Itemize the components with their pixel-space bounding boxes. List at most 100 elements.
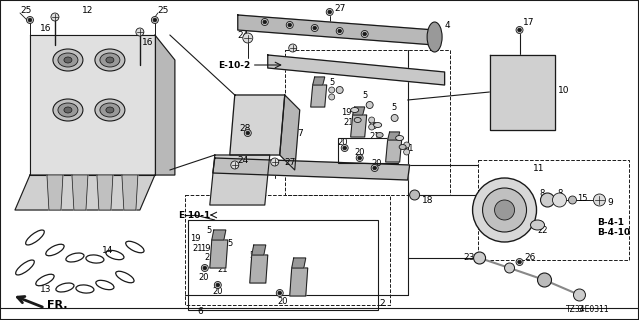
- Ellipse shape: [552, 193, 566, 207]
- Text: 25: 25: [20, 5, 31, 14]
- Ellipse shape: [64, 57, 72, 63]
- Ellipse shape: [427, 22, 442, 52]
- Text: 20: 20: [199, 274, 209, 283]
- Polygon shape: [72, 175, 88, 210]
- Circle shape: [404, 149, 410, 155]
- Circle shape: [288, 23, 292, 27]
- Text: 28: 28: [240, 124, 251, 132]
- Text: 25: 25: [158, 5, 169, 14]
- Ellipse shape: [541, 193, 554, 207]
- Polygon shape: [210, 240, 228, 268]
- Circle shape: [313, 26, 317, 30]
- Circle shape: [271, 158, 279, 166]
- Circle shape: [231, 161, 239, 169]
- Circle shape: [136, 28, 144, 36]
- Text: 19: 19: [213, 255, 223, 265]
- Text: 19: 19: [367, 122, 377, 131]
- Circle shape: [51, 13, 59, 21]
- Polygon shape: [15, 175, 155, 210]
- Circle shape: [329, 87, 335, 93]
- Ellipse shape: [531, 220, 545, 230]
- Ellipse shape: [106, 57, 114, 63]
- Circle shape: [276, 290, 284, 297]
- Ellipse shape: [64, 107, 72, 113]
- Polygon shape: [250, 255, 268, 283]
- Text: 19: 19: [340, 108, 351, 116]
- Text: 5: 5: [207, 226, 212, 235]
- Circle shape: [203, 266, 207, 270]
- Circle shape: [338, 29, 342, 33]
- Text: 19: 19: [390, 135, 400, 145]
- Ellipse shape: [53, 49, 83, 71]
- Text: 18: 18: [422, 196, 433, 204]
- Circle shape: [361, 30, 368, 37]
- Text: 3: 3: [577, 306, 583, 315]
- Text: 21: 21: [344, 117, 354, 126]
- Text: TZ34E0311: TZ34E0311: [566, 305, 609, 314]
- Text: B-4-1: B-4-1: [598, 218, 625, 227]
- Circle shape: [214, 282, 221, 289]
- Text: 1: 1: [410, 190, 415, 199]
- Polygon shape: [351, 115, 367, 137]
- Polygon shape: [252, 245, 266, 255]
- Bar: [338, 138, 397, 163]
- Ellipse shape: [396, 135, 404, 140]
- Text: 15: 15: [577, 194, 588, 203]
- Circle shape: [329, 94, 335, 100]
- Text: FR.: FR.: [47, 300, 67, 310]
- Text: 23: 23: [463, 253, 475, 262]
- Text: 11: 11: [532, 164, 544, 172]
- Circle shape: [404, 142, 410, 148]
- Circle shape: [153, 18, 157, 22]
- Polygon shape: [353, 107, 365, 115]
- Circle shape: [366, 101, 373, 108]
- Circle shape: [289, 44, 297, 52]
- Text: 27: 27: [285, 157, 296, 166]
- Circle shape: [216, 283, 220, 287]
- Text: 12: 12: [82, 5, 93, 14]
- Text: 6: 6: [198, 308, 204, 316]
- Circle shape: [26, 17, 33, 23]
- Text: 21: 21: [218, 266, 228, 275]
- Circle shape: [358, 156, 362, 160]
- Circle shape: [152, 17, 158, 23]
- Text: 21: 21: [370, 132, 380, 140]
- Polygon shape: [155, 35, 175, 175]
- Text: 5: 5: [330, 77, 335, 86]
- Circle shape: [573, 289, 586, 301]
- Polygon shape: [268, 55, 445, 85]
- Circle shape: [369, 117, 374, 123]
- Circle shape: [516, 27, 523, 34]
- Circle shape: [202, 265, 208, 271]
- Text: 17: 17: [522, 18, 534, 27]
- Polygon shape: [280, 95, 300, 170]
- Text: E-10-1: E-10-1: [178, 211, 210, 220]
- Text: E-10-2: E-10-2: [218, 60, 250, 69]
- Ellipse shape: [58, 103, 78, 117]
- Circle shape: [472, 178, 536, 242]
- Polygon shape: [230, 95, 285, 155]
- Text: 20: 20: [372, 158, 382, 167]
- Circle shape: [373, 166, 376, 170]
- Circle shape: [568, 196, 577, 204]
- Polygon shape: [490, 55, 554, 130]
- Circle shape: [495, 200, 515, 220]
- Text: 5: 5: [228, 238, 233, 247]
- Text: 9: 9: [607, 197, 613, 206]
- Text: 20: 20: [278, 298, 288, 307]
- Circle shape: [341, 145, 348, 151]
- Polygon shape: [213, 158, 410, 180]
- Circle shape: [343, 146, 346, 150]
- Text: 5: 5: [392, 102, 397, 111]
- Bar: [477, 160, 629, 260]
- Circle shape: [261, 19, 268, 26]
- Circle shape: [278, 291, 282, 295]
- Text: 24: 24: [238, 156, 249, 164]
- Text: 21: 21: [193, 244, 204, 252]
- Circle shape: [593, 194, 605, 206]
- Polygon shape: [30, 35, 155, 175]
- Circle shape: [263, 20, 267, 24]
- Polygon shape: [97, 175, 113, 210]
- Polygon shape: [210, 155, 269, 205]
- Bar: [188, 220, 378, 310]
